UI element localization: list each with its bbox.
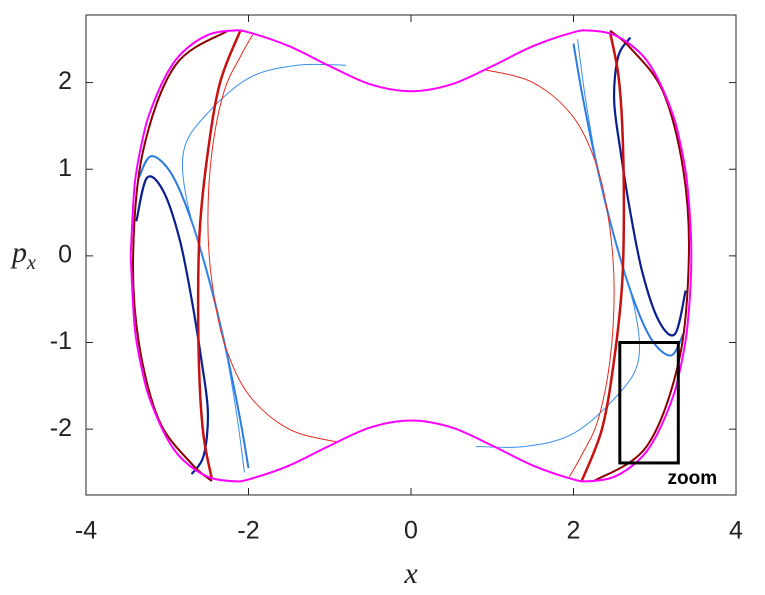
y-tick-label: -1 <box>50 327 72 355</box>
trajectory <box>580 32 626 482</box>
y-axis-label-sub: x <box>26 252 36 274</box>
x-tick-label: 2 <box>567 517 581 545</box>
trajectory <box>132 29 229 482</box>
x-tick-label: 4 <box>729 517 743 545</box>
trajectory <box>129 29 693 483</box>
trajectory <box>181 63 347 473</box>
y-tick-label: -2 <box>50 414 72 442</box>
trajectory <box>475 39 641 448</box>
y-axis-label-base: p <box>10 236 27 269</box>
x-tick-label: 0 <box>404 517 418 545</box>
zoom-label: zoom <box>668 468 718 489</box>
y-tick-label: 1 <box>58 154 72 182</box>
y-axis-label: px <box>10 236 36 274</box>
trajectory <box>593 29 690 482</box>
x-tick-label: -4 <box>75 517 97 545</box>
y-tick-label: 2 <box>58 67 72 95</box>
trajectory <box>207 34 339 443</box>
x-axis-label: x <box>403 557 418 590</box>
trajectory <box>196 30 242 480</box>
trajectory <box>483 69 615 478</box>
x-tick-label: -2 <box>237 517 259 545</box>
zoom-box <box>618 341 680 465</box>
y-tick-label: 0 <box>58 240 72 268</box>
